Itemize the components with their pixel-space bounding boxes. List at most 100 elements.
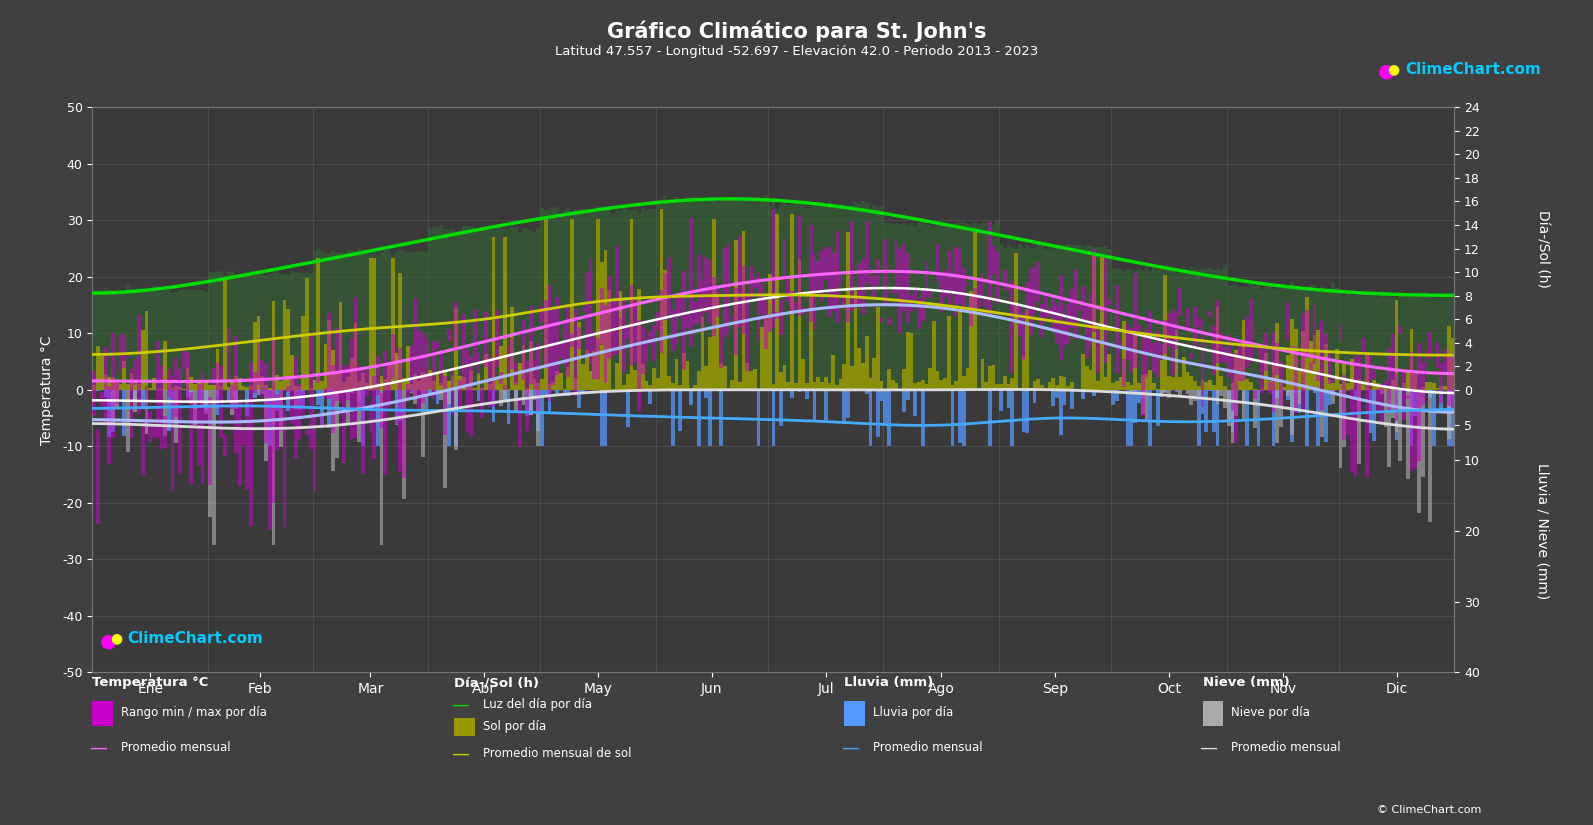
Bar: [776, 312, 779, 319]
Bar: [1294, 389, 1298, 394]
Bar: [421, 372, 424, 389]
Bar: [1171, 376, 1174, 389]
Bar: [623, 298, 626, 372]
Bar: [607, 276, 612, 359]
Bar: [256, 343, 260, 385]
Bar: [1265, 332, 1268, 371]
Bar: [566, 367, 570, 389]
Bar: [1029, 268, 1032, 334]
Bar: [395, 389, 398, 425]
Bar: [720, 389, 723, 446]
Bar: [1338, 295, 1343, 389]
Bar: [1241, 389, 1246, 420]
Bar: [1223, 389, 1227, 408]
Bar: [526, 389, 529, 394]
Bar: [413, 252, 417, 389]
Bar: [1160, 361, 1163, 389]
Bar: [738, 237, 742, 327]
Bar: [932, 227, 935, 389]
Bar: [1190, 266, 1193, 389]
Bar: [1196, 270, 1201, 389]
Bar: [1440, 389, 1443, 408]
Bar: [1163, 269, 1168, 389]
Bar: [816, 377, 820, 389]
Bar: [384, 379, 387, 389]
Bar: [854, 202, 857, 389]
Bar: [801, 360, 804, 389]
Bar: [1074, 269, 1077, 339]
Bar: [581, 209, 585, 389]
Bar: [1196, 318, 1201, 327]
Bar: [320, 389, 323, 426]
Bar: [913, 383, 918, 389]
Bar: [1055, 385, 1059, 389]
Bar: [287, 309, 290, 389]
Bar: [328, 313, 331, 399]
Bar: [118, 384, 123, 389]
Bar: [879, 381, 884, 389]
Bar: [492, 237, 495, 389]
Bar: [432, 381, 436, 389]
Bar: [357, 389, 362, 401]
Bar: [301, 273, 306, 389]
Bar: [1290, 319, 1294, 389]
Bar: [401, 379, 406, 389]
Bar: [503, 389, 507, 402]
Bar: [465, 388, 470, 389]
Bar: [913, 290, 918, 300]
Bar: [331, 251, 335, 389]
Bar: [957, 249, 962, 304]
Bar: [779, 372, 782, 389]
Bar: [1110, 328, 1115, 330]
Bar: [376, 356, 379, 395]
Bar: [862, 201, 865, 389]
Bar: [335, 328, 339, 400]
Bar: [365, 383, 368, 389]
Bar: [484, 228, 487, 389]
Bar: [1141, 337, 1145, 416]
Bar: [134, 382, 137, 389]
Bar: [1126, 389, 1129, 446]
Bar: [1123, 271, 1126, 389]
Bar: [1104, 257, 1107, 363]
Bar: [515, 382, 518, 389]
Bar: [1048, 245, 1051, 389]
Bar: [193, 384, 198, 389]
Bar: [1271, 389, 1276, 446]
Bar: [406, 252, 409, 389]
Bar: [1327, 380, 1332, 389]
Bar: [373, 250, 376, 389]
Bar: [204, 381, 209, 389]
Bar: [368, 258, 373, 389]
Bar: [350, 249, 354, 389]
Bar: [612, 298, 615, 356]
Bar: [887, 369, 890, 389]
Bar: [566, 389, 570, 396]
Bar: [1152, 384, 1157, 389]
Bar: [1349, 389, 1354, 472]
Bar: [954, 247, 957, 315]
Bar: [1290, 282, 1294, 389]
Bar: [429, 389, 432, 396]
Bar: [954, 223, 957, 389]
Bar: [357, 389, 362, 442]
Bar: [715, 294, 720, 389]
Bar: [827, 247, 832, 317]
Bar: [554, 296, 559, 375]
Bar: [440, 351, 443, 386]
Bar: [518, 233, 521, 389]
Bar: [1193, 381, 1196, 389]
Bar: [115, 389, 118, 409]
Bar: [812, 254, 816, 330]
Bar: [1085, 305, 1088, 358]
Bar: [1365, 354, 1368, 478]
Bar: [223, 275, 226, 389]
Bar: [1118, 377, 1123, 389]
Bar: [1421, 389, 1424, 477]
Bar: [1227, 285, 1230, 389]
Bar: [1163, 320, 1168, 354]
Bar: [712, 219, 715, 389]
Bar: [965, 283, 969, 285]
Bar: [1376, 297, 1380, 389]
Bar: [462, 377, 465, 389]
